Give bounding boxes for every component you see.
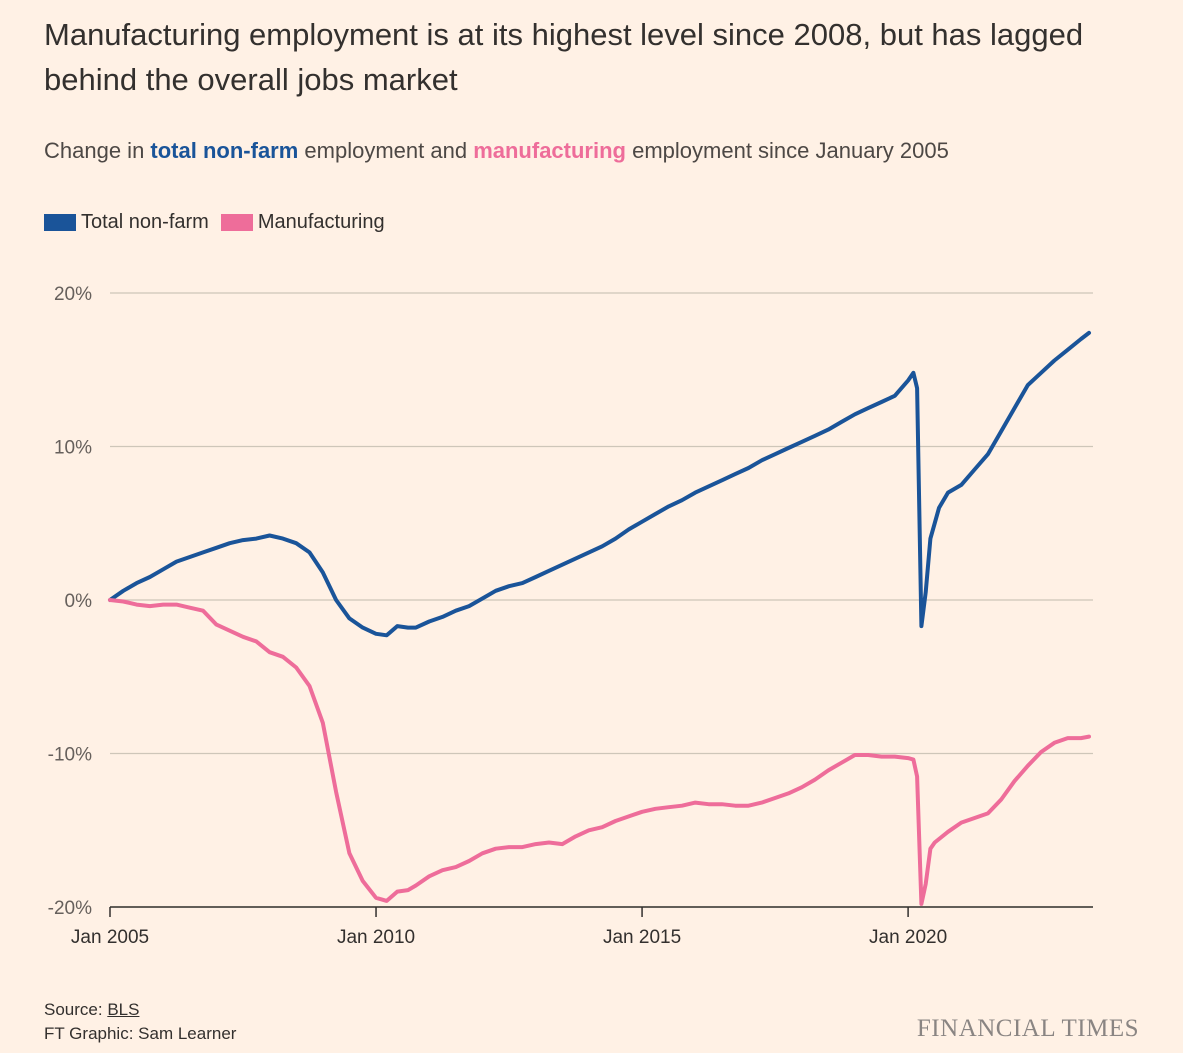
- legend-label-total: Total non-farm: [81, 211, 209, 233]
- x-tick-label: Jan 2010: [337, 927, 415, 948]
- legend-swatch-manufacturing: [220, 214, 253, 231]
- legend-label-manufacturing: Manufacturing: [257, 211, 385, 233]
- subtitle-middle: employment and: [298, 138, 474, 163]
- ft-logo: FINANCIAL TIMES: [916, 1015, 1139, 1042]
- y-tick-label: 20%: [54, 284, 92, 305]
- source-label: Source:: [44, 1000, 108, 1019]
- graphic-credit: FT Graphic: Sam Learner: [44, 1024, 237, 1043]
- line-chart: 20% 10% 0% -10% -20% Jan 2005 Jan 2010 Jan 2015…: [48, 284, 1093, 948]
- subtitle-series-manufacturing: manufacturing: [473, 138, 626, 163]
- chart-title: Manufacturing employment is at its highe…: [44, 17, 1084, 97]
- subtitle-prefix: Change in: [44, 138, 151, 163]
- legend-swatch-total: [44, 214, 76, 231]
- subtitle-series-total: total non-farm: [150, 138, 299, 163]
- chart-footer: Source: BLS FT Graphic: Sam Learner: [44, 998, 236, 1046]
- series-line-manufacturing: [108, 598, 1091, 906]
- source-link[interactable]: BLS: [107, 1000, 140, 1019]
- source-line: Source: BLS: [44, 998, 236, 1022]
- legend-item-total: Total non-farm: [44, 211, 209, 234]
- y-tick-label: -10%: [48, 745, 92, 766]
- chart-subtitle: Change in total non-farm employment and …: [44, 136, 949, 166]
- y-tick-label: -20%: [48, 898, 92, 919]
- y-tick-label: 0%: [65, 591, 93, 612]
- subtitle-suffix: employment since January 2005: [625, 138, 949, 163]
- legend-item-manufacturing: Manufacturing: [220, 211, 385, 234]
- series-line-total-non-farm: [108, 330, 1091, 638]
- x-tick-label: Jan 2005: [71, 927, 149, 948]
- x-tick-label: Jan 2020: [869, 927, 947, 948]
- y-tick-label: 10%: [54, 438, 92, 459]
- chart-legend: Total non-farm Manufacturing: [44, 211, 397, 234]
- x-tick-label: Jan 2015: [603, 927, 681, 948]
